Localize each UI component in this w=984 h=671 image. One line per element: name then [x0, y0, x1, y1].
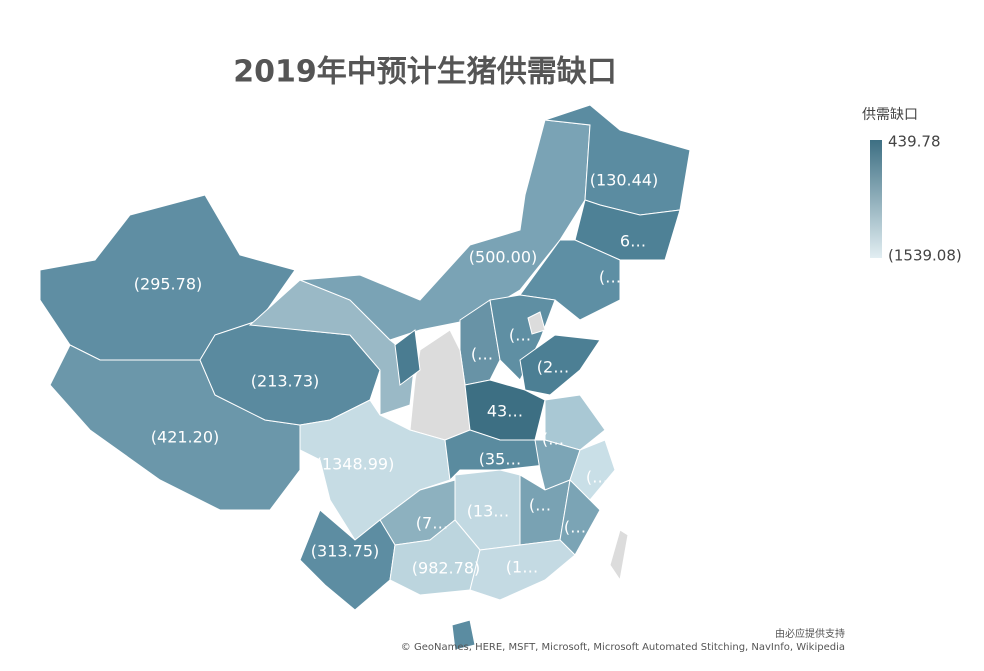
region-label: (…: [509, 326, 531, 345]
region-label: (…: [564, 518, 586, 537]
legend-gradient: [870, 140, 882, 258]
legend-max: 439.78: [888, 133, 941, 151]
region-labels: (295.78) (421.20) (213.73) (500.00) (130…: [134, 171, 658, 578]
legend: 供需缺口 439.78 (1539.08): [862, 107, 962, 265]
map-title: 2019年中预计生猪供需缺口: [233, 55, 617, 90]
region-label: 43…: [487, 402, 523, 421]
region-label: (7…: [416, 514, 448, 533]
region: [451, 619, 476, 651]
region: [544, 394, 606, 451]
region-label: (…: [471, 345, 493, 364]
region-label: (982.78): [412, 559, 480, 578]
attribution: 由必应提供支持: [775, 627, 845, 640]
region: [527, 311, 546, 335]
region-label: (…: [599, 268, 621, 287]
region-label: (295.78): [134, 275, 202, 294]
region-label: (13…: [467, 502, 510, 521]
region-label: (1348.99): [316, 455, 395, 474]
region-label: 6…: [620, 232, 646, 251]
legend-min: (1539.08): [888, 247, 962, 265]
region-label: (500.00): [469, 248, 537, 267]
legend-title: 供需缺口: [862, 107, 918, 123]
region-label: (…: [542, 430, 564, 449]
region-label: (1…: [506, 558, 538, 577]
region-label: (…: [529, 496, 551, 515]
region-label: (…: [586, 468, 608, 487]
region-label: (2…: [537, 358, 569, 377]
region: [394, 329, 421, 386]
region: [609, 529, 629, 582]
region-label: (130.44): [590, 171, 658, 190]
attribution: © GeoNames, HERE, MSFT, Microsoft, Micro…: [401, 642, 845, 653]
region-label: (313.75): [311, 542, 379, 561]
region-label: (421.20): [151, 428, 219, 447]
region: [299, 399, 451, 541]
region-label: (213.73): [251, 372, 319, 391]
map: [39, 104, 691, 651]
region-label: (35…: [479, 450, 522, 469]
region: [469, 539, 576, 601]
